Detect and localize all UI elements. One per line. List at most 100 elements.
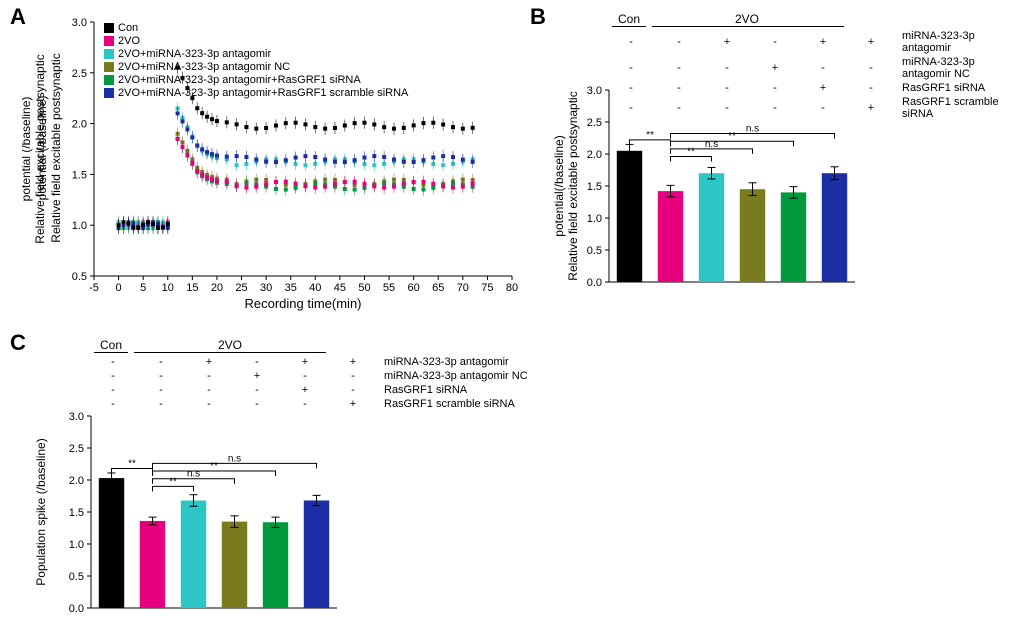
svg-text:30: 30 (260, 282, 272, 294)
svg-text:10: 10 (162, 282, 174, 294)
figure: { "panels": { "A": "A", "B": "B", "C": "… (0, 0, 1020, 641)
treatment-cell: + (282, 384, 328, 396)
svg-text:2.0: 2.0 (72, 119, 87, 131)
treatment-cell: - (234, 384, 280, 396)
svg-text:Relative field excitable posts: Relative field excitable postsynaptic (566, 91, 580, 280)
svg-text:0: 0 (116, 282, 122, 294)
svg-text:2.0: 2.0 (69, 475, 84, 487)
treatment-cell: - (330, 370, 376, 382)
group-underline-2vo-c (134, 352, 326, 353)
svg-text:**: ** (210, 461, 218, 472)
svg-text:35: 35 (285, 282, 297, 294)
treatment-cell: + (800, 30, 846, 54)
treatment-cell: - (704, 56, 750, 80)
treatment-cell: + (186, 356, 232, 368)
svg-text:0.5: 0.5 (587, 245, 602, 257)
treatment-cell: - (138, 356, 184, 368)
treatment-cell: - (90, 370, 136, 382)
svg-text:potential(/baseline): potential(/baseline) (552, 135, 566, 236)
svg-text:Recording time(min): Recording time(min) (244, 296, 361, 311)
svg-text:**: ** (687, 147, 695, 158)
svg-text:-5: -5 (89, 282, 99, 294)
legend-item: 2VO+miRNA-323-3p antagomir+RasGRF1 siRNA (104, 74, 361, 86)
svg-text:2.5: 2.5 (587, 117, 602, 129)
treatment-row-label: miRNA-323-3p antagomir NC (378, 370, 532, 382)
svg-text:**: ** (128, 458, 136, 469)
treatment-cell: - (186, 370, 232, 382)
svg-text:75: 75 (481, 282, 493, 294)
panel-b-chart: 0.00.51.01.52.02.53.0****n.s**n.sRelativ… (545, 82, 1015, 317)
svg-text:1.0: 1.0 (587, 213, 602, 225)
svg-text:80: 80 (506, 282, 518, 294)
legend-swatch (104, 49, 114, 59)
treatment-cell: + (234, 370, 280, 382)
group-header-con-c: Con (100, 338, 122, 352)
treatment-cell: - (138, 384, 184, 396)
treatment-row-label: miRNA-323-3p antagomir NC (896, 56, 1018, 80)
treatment-table-c: --+-++miRNA-323-3p antagomir---+--miRNA-… (88, 354, 534, 412)
group-header-con-b: Con (618, 12, 640, 26)
svg-text:**: ** (646, 130, 654, 141)
svg-text:**: ** (169, 476, 177, 487)
treatment-cell: - (234, 356, 280, 368)
svg-text:n.s: n.s (187, 469, 200, 480)
svg-text:1.0: 1.0 (69, 539, 84, 551)
svg-text:40: 40 (309, 282, 321, 294)
svg-text:0.5: 0.5 (72, 271, 87, 283)
svg-text:3.0: 3.0 (587, 85, 602, 97)
svg-text:0.0: 0.0 (587, 277, 602, 289)
legend-label: 2VO+miRNA-323-3p antagomir+RasGRF1 siRNA (118, 74, 361, 86)
svg-text:0.0: 0.0 (69, 603, 84, 615)
group-header-2vo-b: 2VO (735, 12, 759, 26)
svg-text:0.5: 0.5 (69, 571, 84, 583)
svg-text:n.s: n.s (705, 139, 718, 150)
treatment-row-label: miRNA-323-3p antagomir (378, 356, 532, 368)
treatment-cell: - (656, 56, 702, 80)
svg-text:65: 65 (432, 282, 444, 294)
svg-text:1.5: 1.5 (587, 181, 602, 193)
svg-text:potential (/baseline): potential (/baseline) (35, 96, 49, 201)
treatment-row-label: miRNA-323-3p antagomir (896, 30, 1018, 54)
treatment-cell: - (608, 56, 654, 80)
svg-text:1.5: 1.5 (69, 507, 84, 519)
legend-label: 2VO+miRNA-323-3p antagomir (118, 48, 271, 60)
group-underline-2vo-b (652, 26, 844, 27)
legend-item: 2VO (104, 35, 140, 47)
legend-item: 2VO+miRNA-323-3p antagomir (104, 48, 271, 60)
treatment-cell: - (90, 384, 136, 396)
legend-item: 2VO+miRNA-323-3p antagomir+RasGRF1 scram… (104, 87, 408, 99)
svg-text:5: 5 (140, 282, 146, 294)
svg-text:45: 45 (334, 282, 346, 294)
treatment-cell: + (282, 356, 328, 368)
treatment-cell: - (330, 384, 376, 396)
treatment-cell: - (138, 370, 184, 382)
svg-text:n.s: n.s (228, 453, 241, 464)
treatment-cell: + (848, 30, 894, 54)
group-underline-con-b (612, 26, 646, 27)
treatment-cell: - (800, 56, 846, 80)
legend-swatch (104, 36, 114, 46)
legend-swatch (104, 75, 114, 85)
legend-item: Con (104, 22, 138, 34)
svg-text:2.0: 2.0 (587, 149, 602, 161)
legend-swatch (104, 23, 114, 33)
svg-text:50: 50 (358, 282, 370, 294)
treatment-cell: - (848, 56, 894, 80)
legend-swatch (104, 62, 114, 72)
svg-text:Relative field excitable posts: Relative field excitable postsynaptic (49, 53, 63, 242)
treatment-cell: - (656, 30, 702, 54)
svg-text:2.5: 2.5 (69, 443, 84, 455)
svg-text:15: 15 (186, 282, 198, 294)
treatment-row-label: RasGRF1 siRNA (378, 384, 532, 396)
svg-text:3.0: 3.0 (69, 411, 84, 423)
svg-text:potential (/baseline): potential (/baseline) (22, 97, 33, 202)
svg-text:55: 55 (383, 282, 395, 294)
legend-label: 2VO+miRNA-323-3p antagomir+RasGRF1 scram… (118, 87, 408, 99)
svg-text:**: ** (728, 131, 736, 142)
legend-label: 2VO+miRNA-323-3p antagomir NC (118, 61, 290, 73)
svg-text:60: 60 (408, 282, 420, 294)
svg-text:70: 70 (457, 282, 469, 294)
legend-item: 2VO+miRNA-323-3p antagomir NC (104, 61, 290, 73)
treatment-cell: + (330, 356, 376, 368)
svg-text:Population spike (/baseline): Population spike (/baseline) (34, 438, 48, 585)
